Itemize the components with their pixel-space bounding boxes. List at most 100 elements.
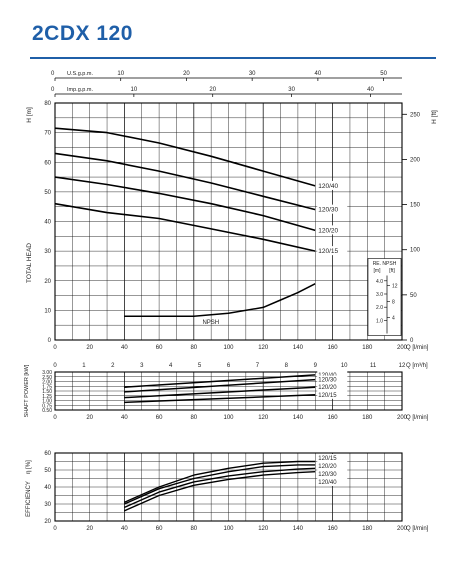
eff-series-label-bg [317,478,348,486]
head-y-tick-label: 80 [44,101,51,107]
head-ylabel: TOTAL HEAD [26,243,33,283]
power-x-tick-label: 40 [121,415,128,421]
power-top-axis-tick-label: 0 [53,363,57,369]
head-y-tick-label: 30 [44,249,51,255]
eff-y-tick-label: 40 [44,485,51,491]
power-y-tick-label: 1.75 [42,384,52,390]
power-curve-120-15 [124,394,316,404]
head-y-tick-label: 20 [44,279,51,285]
power-y-tick-label: 1.25 [42,394,52,400]
power-top-axis-tick-label: 7 [256,363,260,369]
npsh-scale-m-label: 1.0 [376,318,383,324]
eff-series-label: 120/20 [318,464,337,470]
power-x-axis-label: Q [l/min] [406,415,429,421]
eff-x-tick-label: 200 [397,526,408,532]
head-frame [54,102,403,341]
eff-x-tick-label: 180 [362,526,373,532]
power-top-axis-tick-label: 2 [111,363,115,369]
power-top-axis-tick-label: 1 [82,363,86,369]
power-series-label: 120/15 [318,393,337,399]
eff-x-tick-label: 140 [293,526,304,532]
eff-x-tick-label: 40 [121,526,128,532]
power-y-tick-label: 1.50 [42,389,52,395]
eff-curve-120-20 [124,464,316,505]
eff-x-tick-label: 80 [190,526,197,532]
head-y-tick-label: 70 [44,131,51,137]
power-series-label-bg [317,370,348,379]
head-y-axis-label: H [m] [26,107,33,123]
head-curve-120-30 [54,152,316,211]
head-top-axis-tick-label: 30 [249,71,256,77]
head-top-axis-label: Imp.g.p.m. [67,87,93,93]
head-ft-tick-label: 50 [410,293,417,299]
power-y-tick-label: 0.75 [42,403,52,409]
head-curve-120-15 [54,202,316,252]
head-curve-120-20 [54,176,316,232]
head-top-axis-tick-label: 30 [288,87,295,93]
head-top-axis-tick-label: 10 [117,71,124,77]
head-series-label-bg [317,225,348,235]
power-x-tick-label: 140 [293,415,304,421]
eff-curve-120-30 [124,467,316,509]
npsh-scale-ft-label: 4 [392,315,395,321]
eff-x-axis-label: Q [l/min] [406,526,429,532]
eff-y-tick-label: 30 [44,502,51,508]
head-x-tick-label: 40 [121,345,128,351]
power-x-tick-label: 200 [397,415,408,421]
head-series-label-bg [317,204,348,214]
head-series-label: 120/15 [318,248,338,255]
power-y-tick-label: 2.00 [42,380,52,386]
head-x-tick-label: 0 [53,345,57,351]
npsh-scale-ft-label: 8 [392,299,395,305]
head-ft-tick-label: 250 [410,112,421,118]
head-x-tick-label: 20 [86,345,93,351]
eff-y-tick-label: 20 [44,519,51,525]
power-x-tick-label: 160 [328,415,339,421]
head-top-axis-tick-label: 20 [183,71,190,77]
eff-series-label-bg [317,454,348,462]
power-x-tick-label: 0 [53,415,57,421]
eff-curve-120-40 [124,471,316,512]
head-x-tick-label: 160 [328,345,339,351]
eff-x-tick-label: 120 [258,526,269,532]
head-ft-tick-label: 150 [410,203,421,209]
power-x-tick-label: 60 [156,415,163,421]
npsh-label: NPSH [202,320,219,326]
head-series-label: 120/20 [318,227,338,234]
head-x-tick-label: 200 [397,345,408,351]
head-series-label-bg [317,246,348,256]
eff-series-label-bg [317,462,348,470]
eff-series-label: 120/15 [318,456,337,462]
power-y-tick-label: 3.00 [42,370,52,376]
head-series-label-bg [317,180,348,190]
page-title: 2CDX 120 [32,22,133,45]
title-divider [30,57,436,59]
head-ft-tick-label: 200 [410,157,421,163]
power-top-axis-tick-label: 5 [198,363,202,369]
head-curve-120-40 [54,127,316,187]
npsh-curve [124,283,316,318]
head-top-axis-label: U.S.g.p.m. [67,71,93,77]
power-y-tick-label: 1.00 [42,399,52,405]
npsh-scale-ft-label: 12 [392,283,398,289]
power-x-tick-label: 120 [258,415,269,421]
power-top-axis-tick-label: 3 [140,363,144,369]
power-y-tick-label: 2.50 [42,375,52,381]
head-y-tick-label: 60 [44,160,51,166]
head-x-tick-label: 120 [258,345,269,351]
head-x-tick-label: 100 [223,345,234,351]
power-top-axis-tick-label: 10 [341,363,348,369]
head-x-tick-label: 180 [362,345,373,351]
npsh-scale-m-label: 3.0 [376,292,383,298]
power-series-label-bg [317,390,348,399]
power-curve-120-30 [124,378,316,393]
head-x-axis-label: Q [l/min] [406,345,429,351]
power-x-tick-label: 80 [190,415,197,421]
head-x-tick-label: 60 [156,345,163,351]
head-top-axis-tick-label: 10 [131,87,138,93]
npsh-scale-m-label: 4.0 [376,279,383,285]
power-top-axis-label: Q [m³/h] [406,363,428,369]
head-top-axis-tick-label: 40 [315,71,322,77]
head-y-tick-label: 10 [44,308,51,314]
